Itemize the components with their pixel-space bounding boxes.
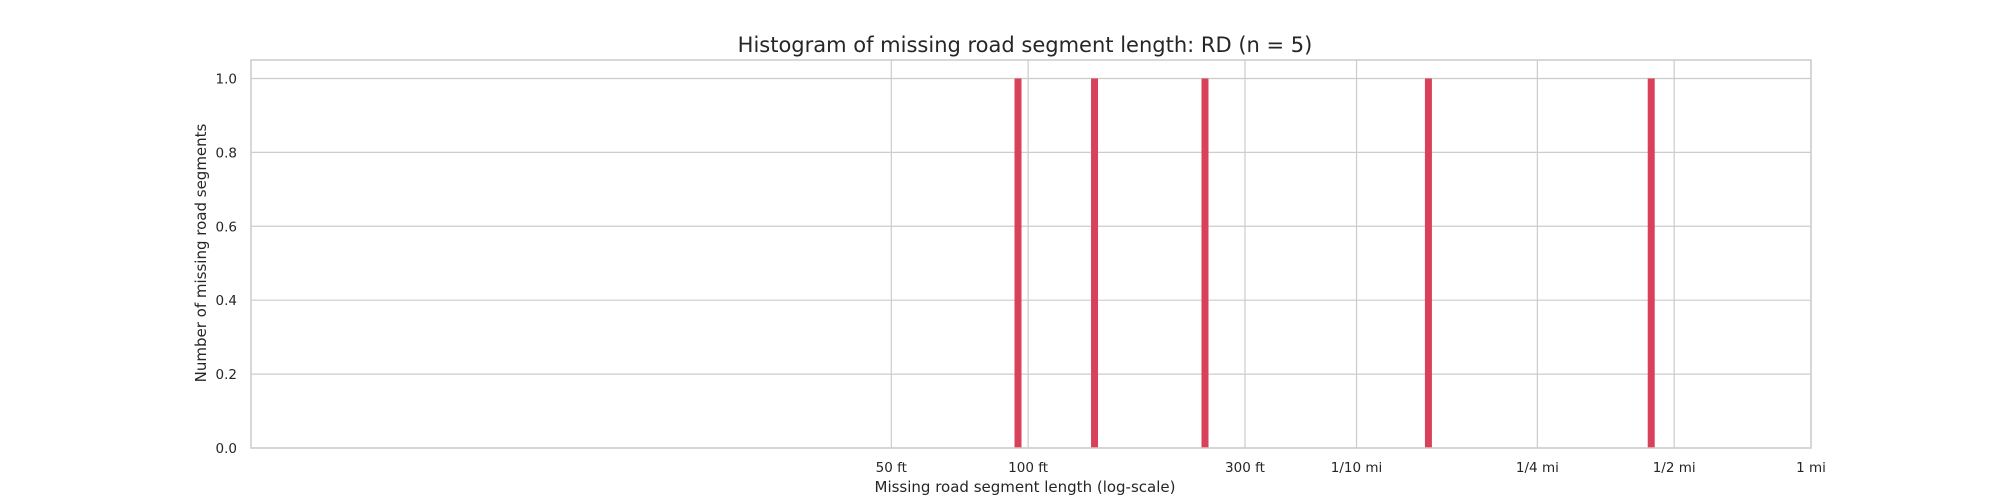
x-tick-label: 300 ft — [1225, 460, 1265, 476]
histogram-bar — [1647, 78, 1655, 448]
y-tick-label: 0.0 — [216, 441, 237, 457]
x-tick-label: 1/2 mi — [1653, 460, 1696, 476]
y-tick-label: 1.0 — [216, 71, 237, 87]
histogram-bar — [1014, 78, 1022, 448]
histogram-bar — [1091, 78, 1099, 448]
x-tick-label: 50 ft — [876, 460, 907, 476]
histogram-bars — [1014, 78, 1655, 448]
y-tick-label: 0.4 — [216, 293, 237, 309]
histogram-bar — [1201, 78, 1209, 448]
tick-labels: 0.0 0.2 0.4 0.6 0.8 1.0 50 ft 100 ft 300 ft 1/10 … — [216, 71, 1826, 476]
y-tick-label: 0.8 — [216, 145, 237, 161]
plot-frame — [250, 59, 1812, 449]
x-axis-label: Missing road segment length (log-scale) — [875, 478, 1176, 496]
x-tick-label: 1 mi — [1796, 460, 1826, 476]
x-tick-label: 100 ft — [1008, 460, 1048, 476]
y-tick-label: 0.2 — [216, 367, 237, 383]
histogram-bar — [1424, 78, 1432, 448]
x-tick-label: 1/10 mi — [1331, 460, 1383, 476]
y-tick-label: 0.6 — [216, 219, 237, 235]
x-tick-label: 1/4 mi — [1516, 460, 1559, 476]
chart-title: Histogram of missing road segment length… — [738, 33, 1313, 57]
y-axis-label: Number of missing road segments — [192, 123, 210, 382]
